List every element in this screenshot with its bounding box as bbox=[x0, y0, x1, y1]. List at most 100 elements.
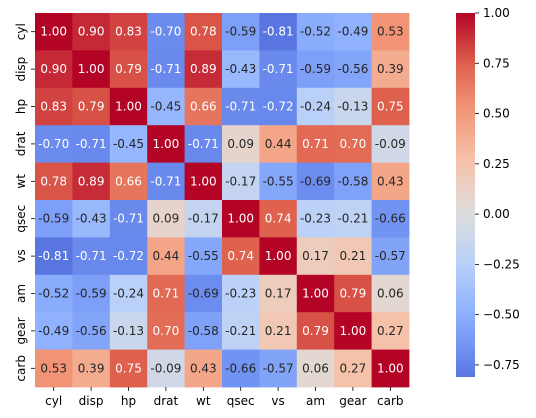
cell-annotation: 0.89 bbox=[190, 62, 217, 76]
heatmap-cell bbox=[184, 349, 223, 388]
heatmap-cell bbox=[72, 125, 111, 163]
heatmap-cell bbox=[109, 349, 148, 388]
cell-annotation: -0.71 bbox=[150, 174, 181, 188]
heatmap-cell bbox=[72, 200, 111, 238]
heatmap-cell bbox=[296, 50, 335, 89]
cell-annotation: -0.13 bbox=[337, 100, 368, 114]
cell-annotation: 0.70 bbox=[153, 324, 180, 338]
cell-annotation: 0.90 bbox=[78, 25, 105, 39]
cell-annotation: 0.21 bbox=[340, 249, 367, 263]
heatmap-cell bbox=[35, 125, 73, 163]
heatmap-cell bbox=[72, 349, 111, 388]
y-tick-label: vs bbox=[14, 249, 28, 262]
heatmap-cell bbox=[259, 237, 298, 276]
heatmap-cell bbox=[109, 13, 148, 51]
heatmap-cell bbox=[35, 237, 73, 276]
heatmap-cell bbox=[184, 200, 223, 238]
cell-annotation: -0.66 bbox=[375, 212, 406, 226]
y-tick-label: hp bbox=[14, 99, 28, 114]
x-tick-label: carb bbox=[377, 394, 404, 408]
cell-annotation: 0.74 bbox=[265, 212, 292, 226]
cell-annotation: -0.09 bbox=[150, 361, 181, 375]
heatmap-cell bbox=[184, 162, 223, 201]
cell-annotation: -0.59 bbox=[76, 287, 107, 301]
x-tick-label: qsec bbox=[227, 394, 255, 408]
heatmap-cell bbox=[222, 50, 260, 89]
heatmap-cell bbox=[259, 349, 298, 388]
y-tick-label: wt bbox=[14, 174, 28, 189]
heatmap-cell bbox=[35, 274, 73, 313]
heatmap-cell bbox=[35, 87, 73, 126]
cell-annotation: -0.71 bbox=[150, 62, 181, 76]
heatmap-cell bbox=[72, 162, 111, 201]
heatmap-cell bbox=[296, 162, 335, 201]
heatmap-cell bbox=[147, 312, 185, 350]
heatmap-cell bbox=[222, 200, 260, 238]
cell-annotation: 0.71 bbox=[302, 137, 329, 151]
cell-annotation: 0.53 bbox=[377, 25, 404, 39]
heatmap-cell bbox=[184, 237, 223, 276]
cell-annotation: -0.45 bbox=[113, 137, 144, 151]
cell-annotation: -0.43 bbox=[76, 212, 107, 226]
cell-annotation: -0.71 bbox=[188, 137, 219, 151]
cell-annotation: 0.27 bbox=[340, 361, 367, 375]
heatmap-cell bbox=[334, 312, 372, 350]
cell-annotation: -0.21 bbox=[337, 212, 368, 226]
cell-annotation: 0.21 bbox=[265, 324, 292, 338]
heatmap-cell bbox=[72, 312, 111, 350]
colorbar-tick-label: 0.50 bbox=[483, 107, 510, 121]
cell-annotation: -0.56 bbox=[76, 324, 107, 338]
cell-annotation: 0.83 bbox=[40, 100, 67, 114]
heatmap-cell bbox=[334, 237, 372, 276]
heatmap-cell bbox=[334, 274, 372, 313]
heatmap-cell bbox=[371, 237, 410, 276]
heatmap-cell bbox=[109, 87, 148, 126]
cell-annotation: 0.66 bbox=[115, 174, 142, 188]
heatmap-cell bbox=[72, 50, 111, 89]
cell-annotation: -0.49 bbox=[337, 25, 368, 39]
cell-annotation: -0.55 bbox=[188, 249, 219, 263]
heatmap-cell bbox=[371, 312, 410, 350]
cell-annotation: -0.45 bbox=[150, 100, 181, 114]
heatmap-cell bbox=[184, 13, 223, 51]
heatmap-cell bbox=[35, 200, 73, 238]
heatmap-cell bbox=[109, 200, 148, 238]
cell-annotation: 0.70 bbox=[340, 137, 367, 151]
heatmap-cell bbox=[72, 13, 111, 51]
cell-annotation: 0.09 bbox=[227, 137, 254, 151]
heatmap-cell bbox=[334, 349, 372, 388]
x-tick-label: vs bbox=[271, 394, 284, 408]
heatmap-cell bbox=[222, 274, 260, 313]
cell-annotation: -0.49 bbox=[38, 324, 69, 338]
colorbar-tick-label: −0.50 bbox=[483, 308, 520, 322]
heatmap-cell bbox=[371, 50, 410, 89]
cell-annotation: -0.72 bbox=[113, 249, 144, 263]
cell-annotation: -0.58 bbox=[337, 174, 368, 188]
cell-annotation: 1.00 bbox=[190, 174, 217, 188]
heatmap-cell bbox=[371, 87, 410, 126]
cell-annotation: 0.44 bbox=[265, 137, 292, 151]
cell-annotation: -0.23 bbox=[300, 212, 331, 226]
heatmap-cell bbox=[147, 87, 185, 126]
cell-annotation: 0.71 bbox=[153, 287, 180, 301]
cell-annotation: -0.23 bbox=[225, 287, 256, 301]
cell-annotation: -0.69 bbox=[300, 174, 331, 188]
cell-annotation: 0.27 bbox=[377, 324, 404, 338]
heatmap-cell bbox=[35, 349, 73, 388]
cell-annotation: 1.00 bbox=[340, 324, 367, 338]
heatmap-cell bbox=[147, 162, 185, 201]
heatmap-cell bbox=[222, 125, 260, 163]
heatmap-cell bbox=[334, 87, 372, 126]
heatmap-cell bbox=[72, 274, 111, 313]
heatmap-cell bbox=[72, 87, 111, 126]
x-tick-label: disp bbox=[79, 394, 104, 408]
heatmap-cell bbox=[184, 50, 223, 89]
cell-annotation: -0.71 bbox=[113, 212, 144, 226]
heatmap-cell bbox=[259, 125, 298, 163]
heatmap-cell bbox=[259, 312, 298, 350]
heatmap-cell bbox=[296, 274, 335, 313]
cell-annotation: -0.56 bbox=[337, 62, 368, 76]
heatmap-cell bbox=[334, 162, 372, 201]
x-tick-label: cyl bbox=[45, 394, 62, 408]
cell-annotation: 0.89 bbox=[78, 174, 105, 188]
